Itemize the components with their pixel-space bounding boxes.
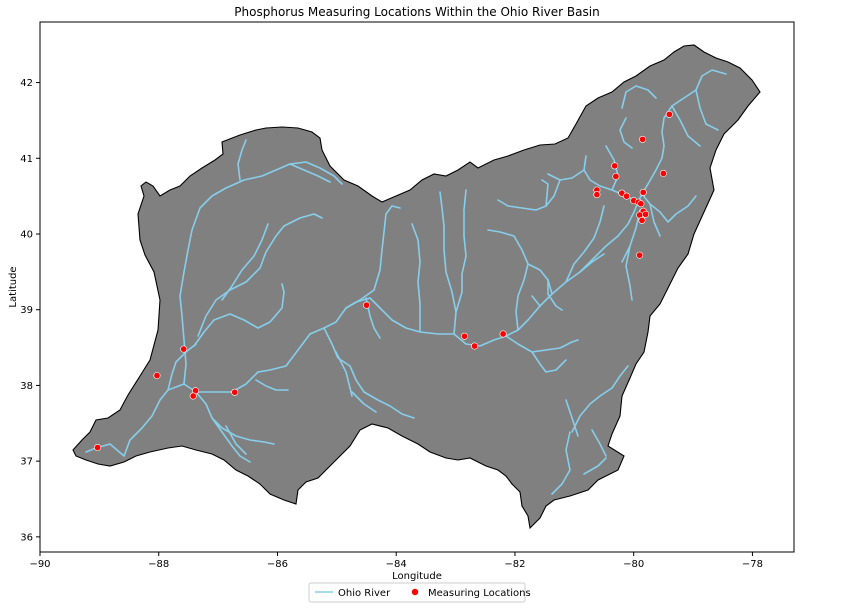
river-tributary xyxy=(179,161,343,385)
measuring-locations xyxy=(94,110,673,452)
y-tick-label: 40 xyxy=(20,230,33,241)
river-tributary xyxy=(551,365,629,495)
y-tick-label: 38 xyxy=(20,381,33,392)
river-tributary xyxy=(497,169,585,211)
river-tributary xyxy=(197,213,323,337)
measuring-location-point xyxy=(189,392,197,400)
y-tick-label: 41 xyxy=(20,154,33,165)
river-tributary xyxy=(621,209,641,301)
measuring-location-point xyxy=(180,345,188,353)
legend: Ohio River Measuring Locations xyxy=(308,582,531,603)
river-tributary xyxy=(671,89,719,147)
river-tributary xyxy=(439,189,467,335)
measuring-location-point xyxy=(638,216,646,224)
y-tick-label: 39 xyxy=(20,305,33,316)
x-tick-label: −80 xyxy=(623,559,644,570)
measuring-location-point xyxy=(471,342,479,350)
x-tick-label: −82 xyxy=(504,559,525,570)
river-tributary xyxy=(323,327,415,419)
river-tributary xyxy=(487,229,563,331)
y-axis-label: Latitude xyxy=(8,266,19,307)
x-tick-label: −84 xyxy=(386,559,407,570)
river-tributary xyxy=(541,179,605,283)
measuring-location-point xyxy=(499,330,507,338)
river-tributary xyxy=(641,193,697,237)
y-axis: 36 37 38 39 40 41 42 xyxy=(20,78,40,543)
measuring-location-point xyxy=(636,251,644,259)
measuring-location-point xyxy=(612,172,620,180)
river-tributary xyxy=(221,223,269,301)
river-tributary xyxy=(565,399,607,457)
x-tick-label: −90 xyxy=(29,559,50,570)
x-tick-label: −86 xyxy=(267,559,288,570)
chart-title: Phosphorus Measuring Locations Within th… xyxy=(234,5,599,19)
river-tributary xyxy=(167,343,197,391)
y-tick-label: 36 xyxy=(20,532,33,543)
measuring-location-point xyxy=(623,192,631,200)
y-tick-label: 37 xyxy=(20,457,33,468)
x-tick-label: −88 xyxy=(148,559,169,570)
measuring-location-point xyxy=(639,188,647,196)
measuring-location-point xyxy=(460,332,468,340)
measuring-location-point xyxy=(593,191,601,199)
river-tributary xyxy=(345,205,401,309)
x-tick-label: −78 xyxy=(742,559,763,570)
measuring-location-point xyxy=(153,372,161,380)
river-tributary xyxy=(505,335,579,373)
measuring-location-point xyxy=(642,210,650,218)
river-tributary xyxy=(619,85,657,149)
river-tributary xyxy=(237,139,331,183)
y-tick-label: 42 xyxy=(20,78,33,89)
measuring-location-point xyxy=(639,135,647,143)
river-tributary xyxy=(225,379,289,455)
measuring-location-point xyxy=(665,110,673,118)
measuring-location-point xyxy=(659,169,667,177)
river-tributary xyxy=(531,279,553,307)
legend-label-ohio-river: Ohio River xyxy=(338,588,391,599)
measuring-location-point xyxy=(611,162,619,170)
measuring-location-point xyxy=(363,301,371,309)
river-tributary xyxy=(335,351,377,413)
x-axis: −90 −88 −86 −84 −82 −80 −78 xyxy=(29,552,763,570)
legend-point-swatch xyxy=(411,588,419,596)
measuring-location-point xyxy=(637,200,645,208)
x-axis-label: Longitude xyxy=(392,571,442,582)
legend-label-measuring-locations: Measuring Locations xyxy=(428,588,531,599)
river-tributary xyxy=(193,283,285,347)
measuring-location-point xyxy=(231,388,239,396)
measuring-location-point xyxy=(94,444,102,452)
